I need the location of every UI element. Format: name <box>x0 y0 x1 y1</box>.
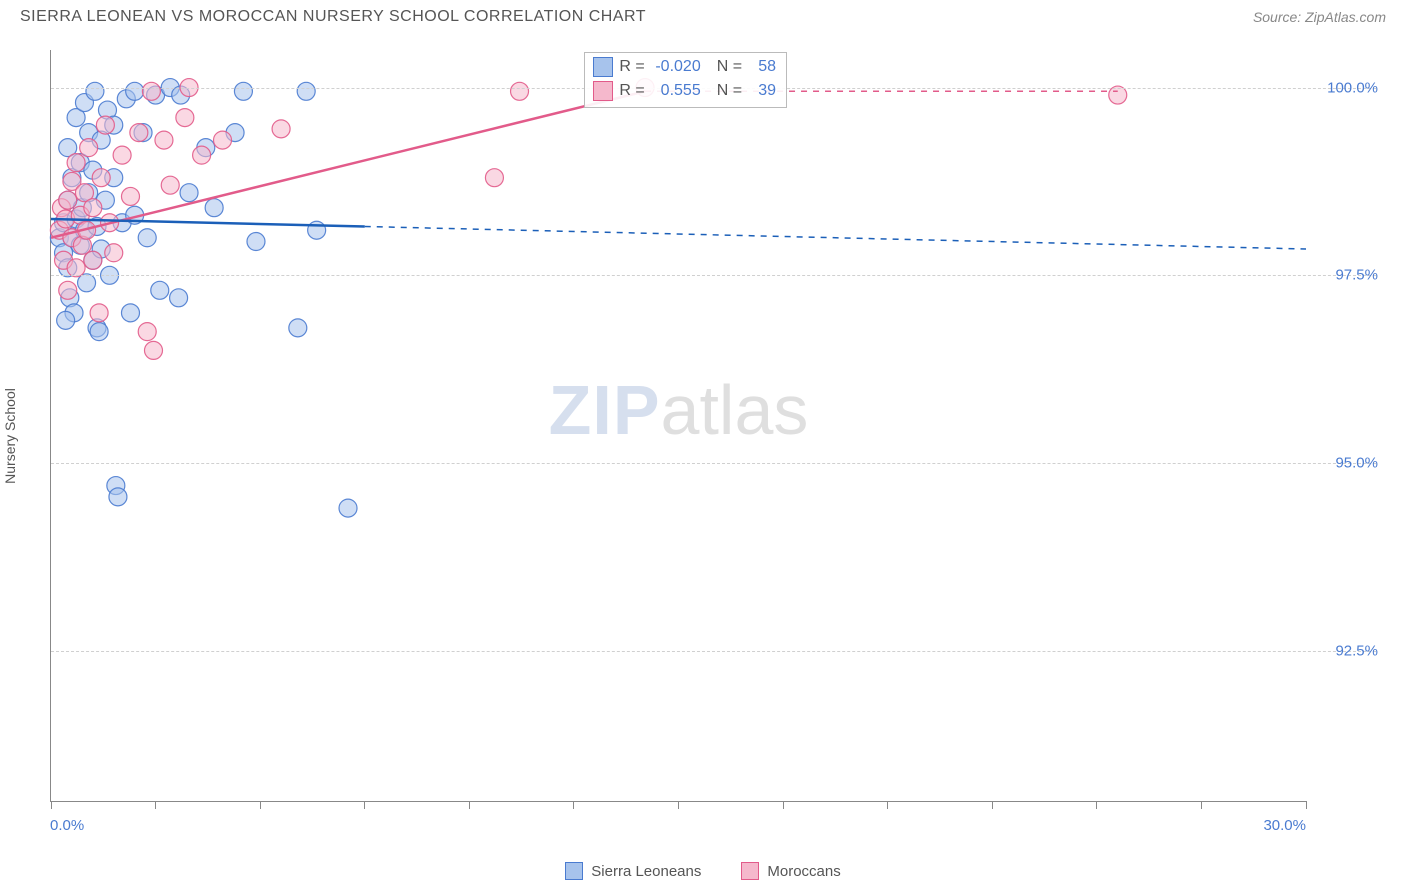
trend-line-2 <box>51 91 645 237</box>
x-tick <box>364 801 365 809</box>
x-tick <box>573 801 574 809</box>
gridline <box>51 275 1376 276</box>
series1-point <box>57 311 75 329</box>
plot-svg <box>51 50 1306 801</box>
series1-point <box>339 499 357 517</box>
x-tick <box>469 801 470 809</box>
series1-point <box>138 229 156 247</box>
series2-point <box>272 120 290 138</box>
series2-point <box>121 187 139 205</box>
series1-point <box>180 184 198 202</box>
series1-point <box>78 274 96 292</box>
x-tick <box>887 801 888 809</box>
series2-point <box>511 82 529 100</box>
legend-label-1: Sierra Leoneans <box>591 863 701 880</box>
series1-point <box>109 488 127 506</box>
series2-point <box>193 146 211 164</box>
series1-point <box>90 323 108 341</box>
stats-r-value: 0.555 <box>651 79 701 103</box>
series2-point <box>59 191 77 209</box>
series2-point <box>84 251 102 269</box>
gridline <box>51 651 1376 652</box>
series1-point <box>289 319 307 337</box>
x-tick <box>678 801 679 809</box>
stats-r-value: -0.020 <box>651 55 701 79</box>
y-tick-label: 100.0% <box>1313 79 1378 96</box>
y-tick-label: 95.0% <box>1313 455 1378 472</box>
x-tick <box>155 801 156 809</box>
legend-item-1: Sierra Leoneans <box>565 862 701 880</box>
x-tick <box>1306 801 1307 809</box>
x-tick <box>260 801 261 809</box>
stats-box: R = -0.020 N =58 R = 0.555 N =39 <box>584 52 787 108</box>
x-tick <box>1201 801 1202 809</box>
x-tick <box>1096 801 1097 809</box>
series2-point <box>144 341 162 359</box>
x-tick <box>783 801 784 809</box>
gridline <box>51 463 1376 464</box>
series2-point <box>130 124 148 142</box>
series2-point <box>113 146 131 164</box>
series2-point <box>485 169 503 187</box>
stats-n-value: 39 <box>748 79 776 103</box>
legend-item-2: Moroccans <box>741 862 840 880</box>
legend-swatch-1 <box>565 862 583 880</box>
series1-point <box>126 82 144 100</box>
series1-point <box>86 82 104 100</box>
series1-point <box>205 199 223 217</box>
stats-n-label: N = <box>717 55 742 79</box>
x-tick <box>51 801 52 809</box>
series2-point <box>90 304 108 322</box>
plot-area: ZIPatlas 100.0%97.5%95.0%92.5% R =-0.020… <box>50 50 1306 802</box>
chart-source: Source: ZipAtlas.com <box>1253 9 1386 25</box>
series2-point <box>67 259 85 277</box>
stats-row: R = 0.555 N =39 <box>593 79 776 103</box>
stats-n-value: 58 <box>748 55 776 79</box>
stats-r-label: R = <box>619 55 644 79</box>
stats-swatch <box>593 57 613 77</box>
legend-label-2: Moroccans <box>767 863 840 880</box>
series2-point <box>59 281 77 299</box>
series2-point <box>214 131 232 149</box>
series2-point <box>161 176 179 194</box>
x-tick <box>992 801 993 809</box>
x-min-label: 0.0% <box>50 817 84 834</box>
series1-point <box>121 304 139 322</box>
series2-point <box>142 82 160 100</box>
series1-point <box>170 289 188 307</box>
series2-point <box>105 244 123 262</box>
series1-point <box>247 233 265 251</box>
series1-point <box>151 281 169 299</box>
legend-swatch-2 <box>741 862 759 880</box>
stats-row: R = -0.020 N =58 <box>593 55 776 79</box>
series2-point <box>67 154 85 172</box>
stats-n-label: N = <box>717 79 742 103</box>
stats-swatch <box>593 81 613 101</box>
series2-point <box>92 169 110 187</box>
trend-line-1-dash <box>365 226 1306 249</box>
series2-point <box>96 116 114 134</box>
series2-point <box>1109 86 1127 104</box>
series1-point <box>234 82 252 100</box>
y-tick-label: 92.5% <box>1313 642 1378 659</box>
y-axis-label: Nursery School <box>2 388 18 484</box>
chart-title: SIERRA LEONEAN VS MOROCCAN NURSERY SCHOO… <box>20 8 646 26</box>
chart-container: Nursery School ZIPatlas 100.0%97.5%95.0%… <box>20 40 1386 832</box>
x-max-label: 30.0% <box>1263 817 1306 834</box>
series2-point <box>155 131 173 149</box>
stats-r-label: R = <box>619 79 644 103</box>
series1-point <box>297 82 315 100</box>
legend: Sierra Leoneans Moroccans <box>0 862 1406 880</box>
series2-point <box>80 139 98 157</box>
series2-point <box>138 323 156 341</box>
y-tick-label: 97.5% <box>1313 267 1378 284</box>
series2-point <box>176 109 194 127</box>
series2-point <box>84 199 102 217</box>
x-axis-labels: 0.0% 30.0% <box>50 817 1306 834</box>
